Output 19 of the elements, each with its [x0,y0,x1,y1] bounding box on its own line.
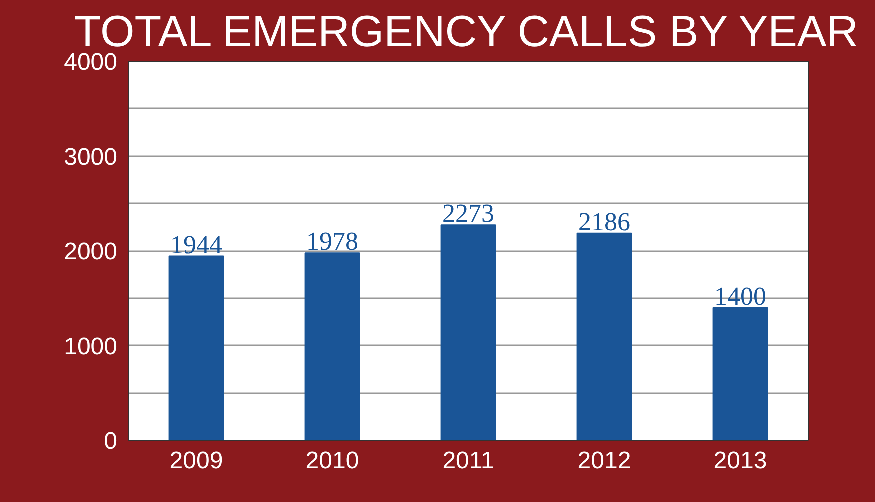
data-label: 1978 [306,227,358,256]
data-label: 1944 [170,230,222,260]
x-tick-label: 2012 [578,448,632,474]
x-tick-label: 2009 [170,448,224,474]
data-label: 2273 [442,199,494,228]
y-tick-label: 2000 [64,238,118,266]
y-tick-label: 0 [104,428,118,455]
bar [168,256,224,440]
data-label: 2186 [578,207,630,236]
x-tick-label: 2011 [442,448,494,474]
bar [440,224,496,440]
x-tick-label: 2013 [714,448,768,474]
bar [576,232,632,440]
y-tick-label: 1000 [64,333,118,360]
y-tick-label: 3000 [64,144,118,171]
bar [304,252,360,440]
bar [712,307,768,440]
x-tick-label: 2010 [306,448,360,474]
data-label: 1400 [714,282,766,311]
